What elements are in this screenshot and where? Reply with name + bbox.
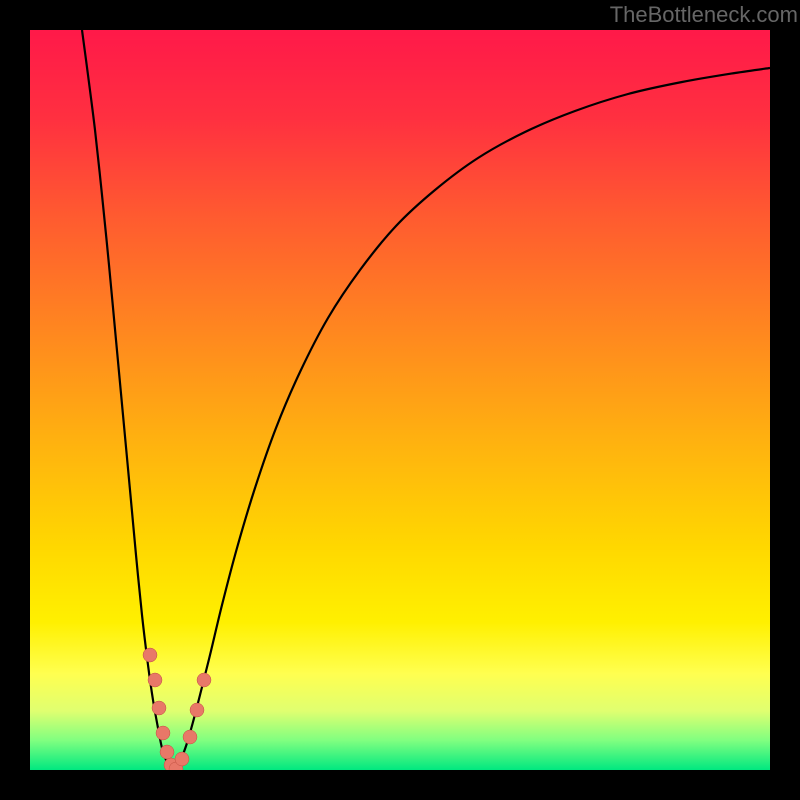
data-marker — [197, 673, 211, 687]
data-marker — [183, 730, 197, 744]
data-marker — [143, 648, 157, 662]
chart-background-gradient — [30, 30, 770, 770]
watermark-text: TheBottleneck.com — [610, 2, 798, 28]
data-marker — [156, 726, 170, 740]
data-marker — [152, 701, 166, 715]
data-marker — [148, 673, 162, 687]
data-marker — [190, 703, 204, 717]
data-marker — [175, 752, 189, 766]
chart-container: TheBottleneck.com — [0, 0, 800, 800]
data-marker — [160, 745, 174, 759]
chart-svg — [0, 0, 800, 800]
